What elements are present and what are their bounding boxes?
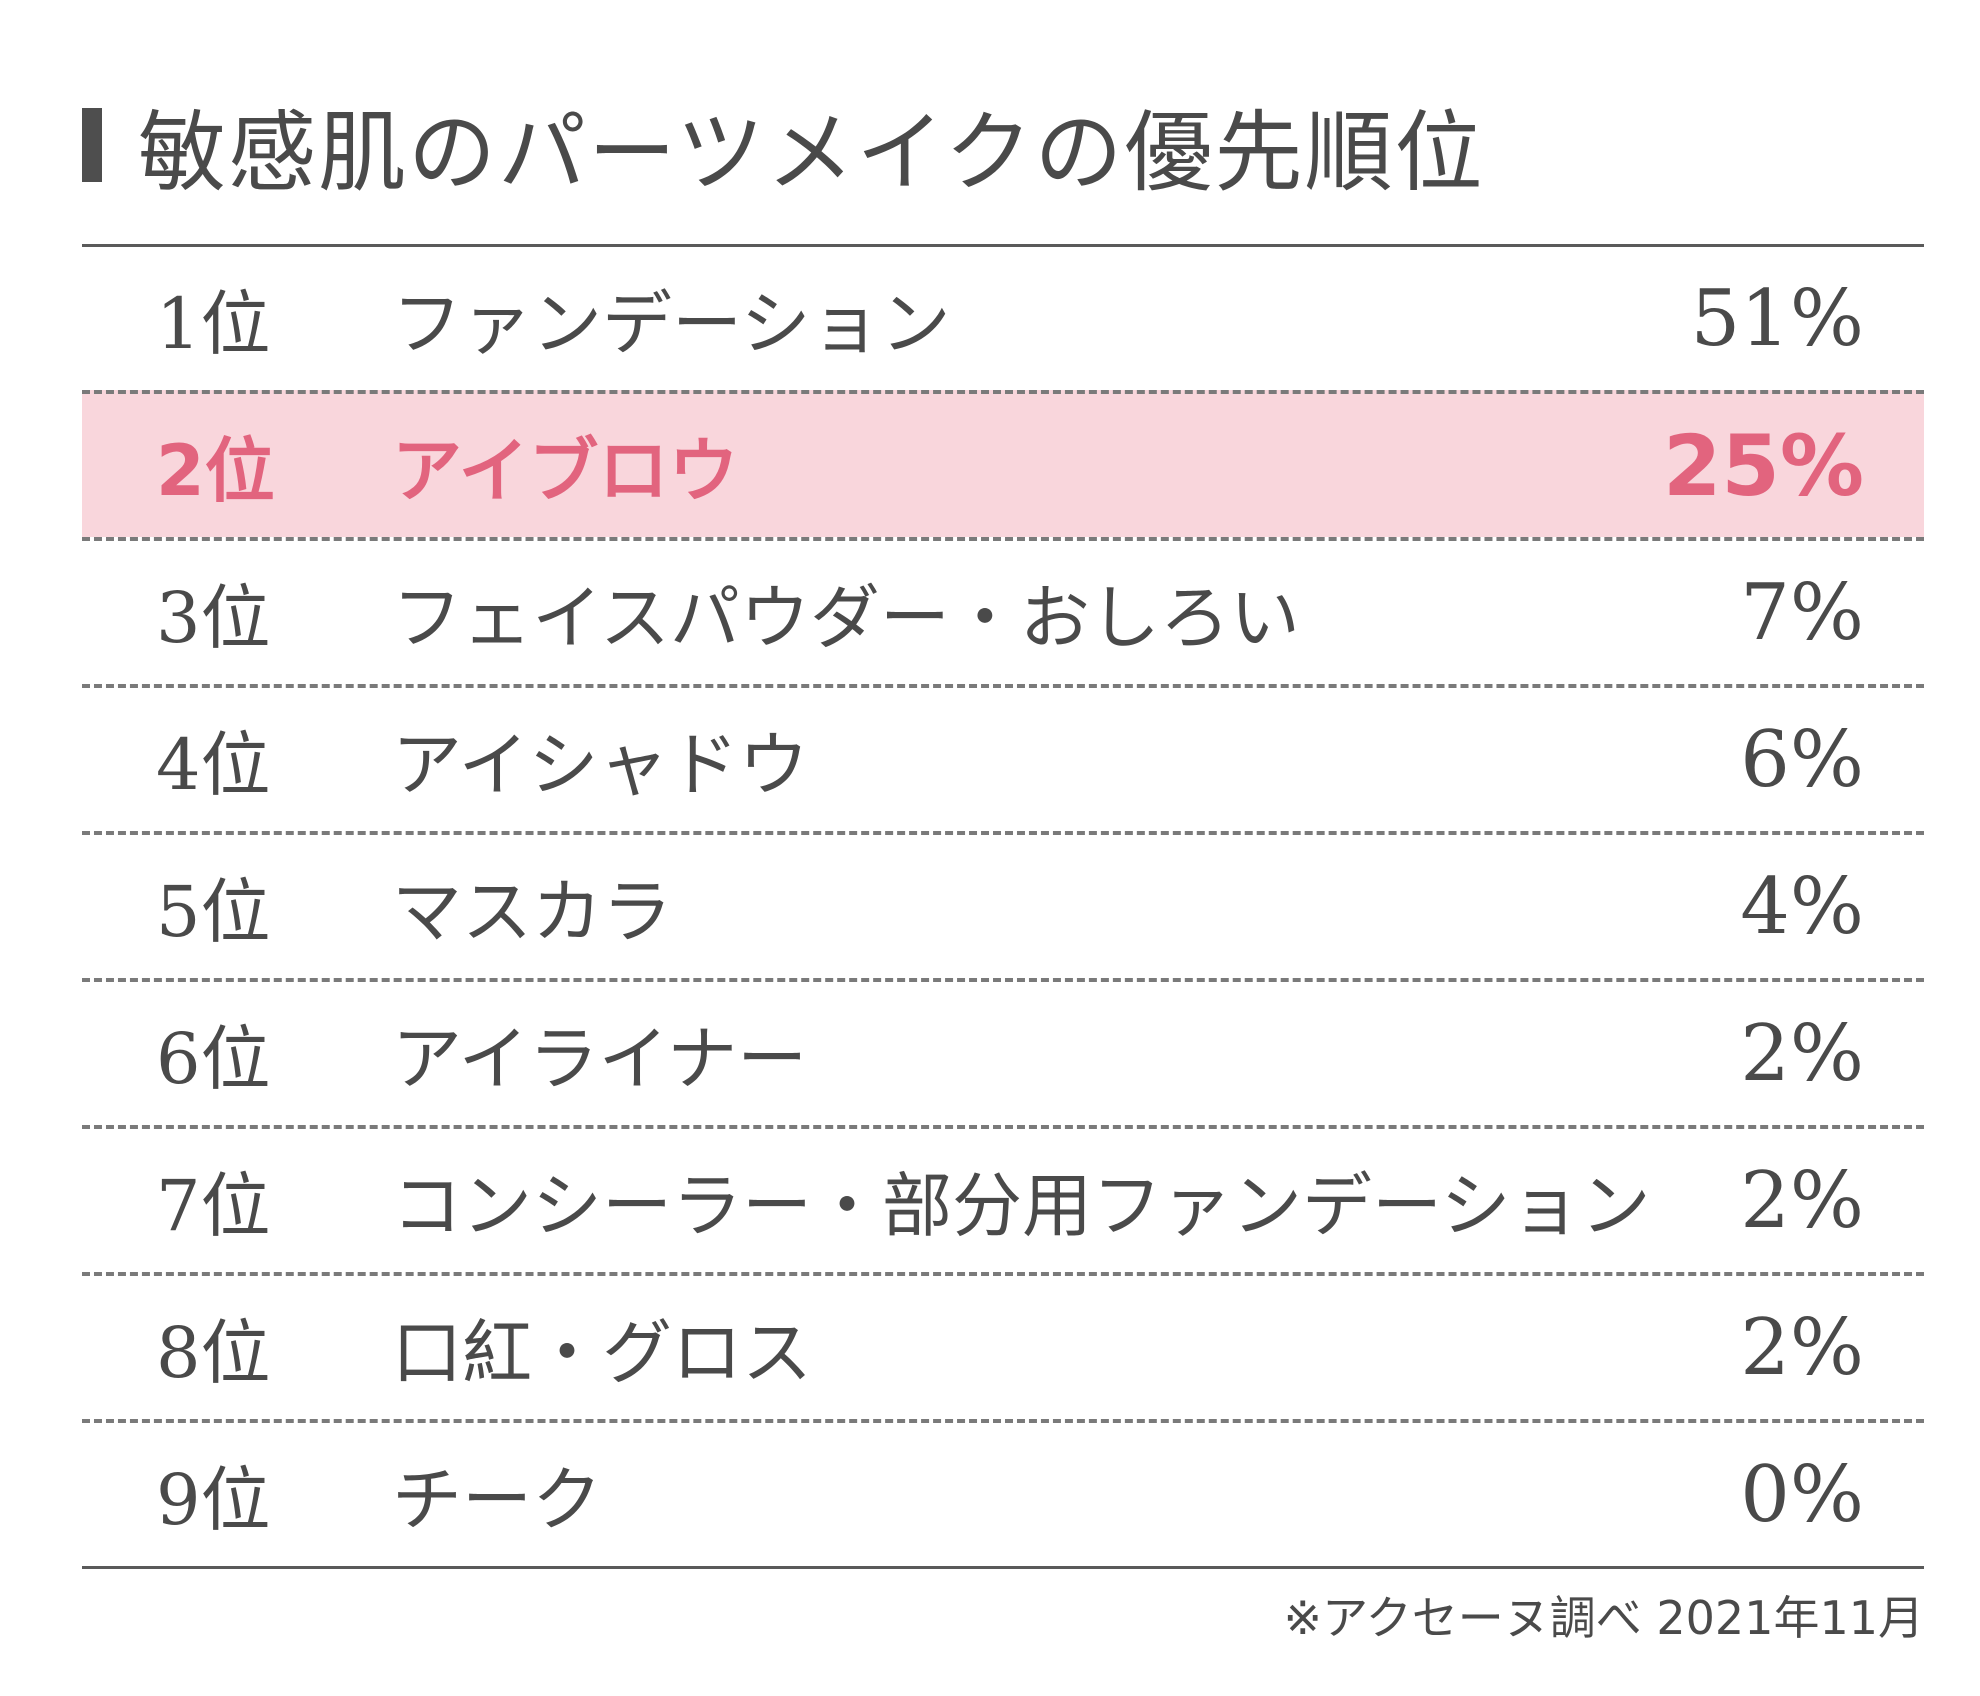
item-label: アイライナー: [392, 1018, 808, 1100]
table-row: 9位 チーク 0%: [82, 1419, 1924, 1566]
item-label: コンシーラー・部分用ファンデーション: [392, 1165, 1651, 1247]
rank-label: 1位: [156, 283, 271, 365]
rank-label: 7位: [156, 1165, 271, 1247]
table-row: 5位 マスカラ 4%: [82, 831, 1924, 978]
item-label: チーク: [392, 1459, 602, 1541]
title-accent-bar: [82, 108, 102, 182]
rank-label: 6位: [156, 1018, 271, 1100]
percent-value: 2%: [1740, 1008, 1864, 1099]
percent-value: 2%: [1740, 1155, 1864, 1246]
percent-value: 6%: [1740, 714, 1864, 805]
rank-label: 8位: [156, 1312, 271, 1394]
item-label: アイブロウ: [392, 430, 739, 512]
table-row: 6位 アイライナー 2%: [82, 978, 1924, 1125]
item-label: ファンデーション: [392, 283, 951, 365]
rank-label: 3位: [156, 577, 271, 659]
percent-value: 4%: [1740, 861, 1864, 952]
table-row: 2位 アイブロウ 25%: [82, 390, 1924, 537]
percent-value: 7%: [1740, 567, 1864, 658]
table-row: 3位 フェイスパウダー・おしろい 7%: [82, 537, 1924, 684]
rank-label: 9位: [156, 1459, 271, 1541]
rank-label: 2位: [156, 430, 275, 512]
table-row: 1位 ファンデーション 51%: [82, 247, 1924, 390]
item-label: マスカラ: [392, 871, 672, 953]
percent-value: 2%: [1740, 1302, 1864, 1393]
chart-title-block: 敏感肌のパーツメイクの優先順位: [82, 90, 1484, 204]
percent-value: 25%: [1662, 416, 1864, 515]
rank-label: 4位: [156, 724, 271, 806]
percent-value: 51%: [1690, 273, 1864, 364]
table-row: 8位 口紅・グロス 2%: [82, 1272, 1924, 1419]
item-label: 口紅・グロス: [392, 1312, 812, 1394]
chart-title: 敏感肌のパーツメイクの優先順位: [138, 100, 1485, 204]
percent-value: 0%: [1740, 1449, 1864, 1540]
source-note: ※アクセーヌ調べ 2021年11月: [1283, 1591, 1924, 1645]
ranking-table: 1位 ファンデーション 51% 2位 アイブロウ 25% 3位 フェイスパウダー・おしろい 7%…: [82, 244, 1924, 1569]
item-label: フェイスパウダー・おしろい: [392, 577, 1300, 659]
table-row: 7位 コンシーラー・部分用ファンデーション 2%: [82, 1125, 1924, 1272]
item-label: アイシャドウ: [392, 724, 809, 806]
table-row: 4位 アイシャドウ 6%: [82, 684, 1924, 831]
rank-label: 5位: [156, 871, 271, 953]
